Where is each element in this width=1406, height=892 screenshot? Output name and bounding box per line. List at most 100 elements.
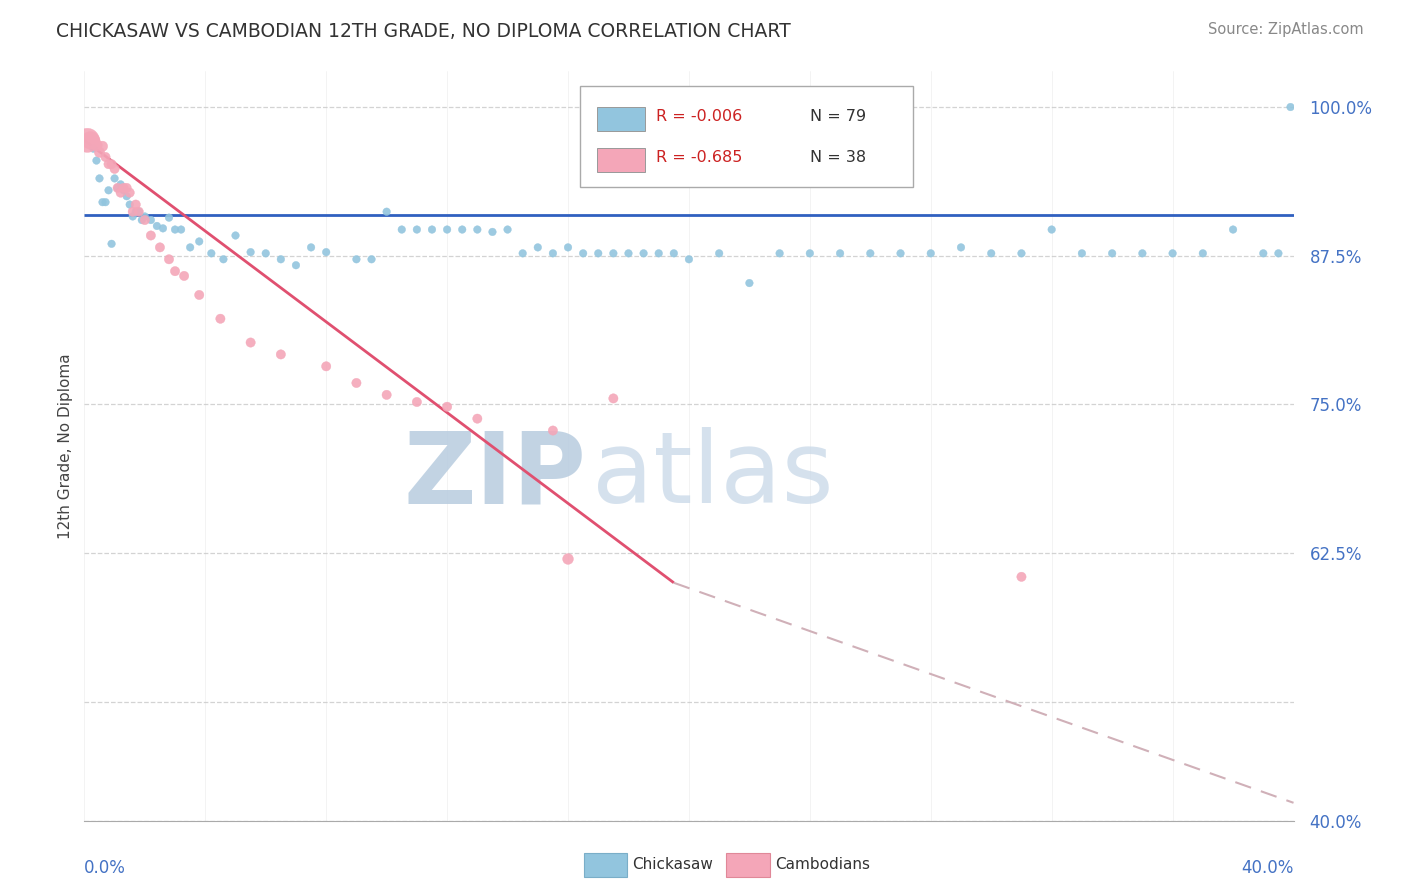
Point	[602, 246, 624, 260]
Point	[467, 411, 489, 425]
Point	[541, 424, 564, 438]
Point	[118, 186, 141, 200]
Point	[436, 222, 458, 236]
Point	[91, 139, 114, 153]
Point	[451, 222, 474, 236]
Point	[467, 222, 489, 236]
Point	[139, 228, 162, 243]
Point	[104, 161, 127, 176]
FancyBboxPatch shape	[583, 853, 627, 877]
Point	[97, 157, 120, 171]
Point	[134, 210, 156, 224]
Point	[481, 225, 503, 239]
Point	[125, 204, 148, 219]
Point	[209, 311, 232, 326]
FancyBboxPatch shape	[598, 107, 645, 131]
Point	[512, 246, 534, 260]
Point	[121, 204, 143, 219]
FancyBboxPatch shape	[727, 853, 770, 877]
Text: Source: ZipAtlas.com: Source: ZipAtlas.com	[1208, 22, 1364, 37]
Point	[496, 222, 519, 236]
Point	[79, 133, 101, 147]
Point	[110, 178, 132, 192]
Point	[602, 392, 624, 406]
Point	[648, 246, 671, 260]
Point	[107, 181, 129, 195]
Point	[112, 181, 135, 195]
Point	[1101, 246, 1123, 260]
Point	[110, 186, 132, 200]
Point	[89, 145, 111, 160]
Point	[1161, 246, 1184, 260]
Point	[100, 157, 122, 171]
Text: R = -0.685: R = -0.685	[657, 150, 742, 165]
Point	[315, 359, 337, 374]
Text: Chickasaw: Chickasaw	[633, 857, 713, 872]
Text: R = -0.006: R = -0.006	[657, 109, 742, 124]
FancyBboxPatch shape	[598, 147, 645, 171]
Point	[270, 347, 292, 361]
Point	[149, 240, 172, 254]
Point	[152, 221, 174, 235]
Point	[118, 197, 141, 211]
Point	[662, 246, 685, 260]
Point	[315, 245, 337, 260]
Point	[131, 213, 153, 227]
Point	[82, 142, 104, 156]
Point	[859, 246, 882, 260]
Point	[165, 222, 187, 236]
Point	[1253, 246, 1275, 260]
Point	[212, 252, 235, 267]
Point	[104, 171, 127, 186]
Point	[188, 288, 211, 302]
Point	[572, 246, 595, 260]
Point	[709, 246, 731, 260]
Text: CHICKASAW VS CAMBODIAN 12TH GRADE, NO DIPLOMA CORRELATION CHART: CHICKASAW VS CAMBODIAN 12TH GRADE, NO DI…	[56, 22, 792, 41]
Point	[588, 246, 610, 260]
Point	[146, 219, 169, 233]
Point	[633, 246, 655, 260]
Point	[541, 246, 564, 260]
Point	[1011, 570, 1033, 584]
Point	[436, 400, 458, 414]
Point	[830, 246, 852, 260]
Point	[89, 171, 111, 186]
Point	[920, 246, 942, 260]
Point	[420, 222, 443, 236]
Point	[97, 183, 120, 197]
Point	[950, 240, 973, 254]
Point	[1071, 246, 1094, 260]
Point	[82, 133, 104, 147]
Text: ZIP: ZIP	[404, 427, 586, 524]
Point	[179, 240, 201, 254]
Point	[112, 183, 135, 197]
Point	[128, 204, 150, 219]
Point	[115, 181, 138, 195]
Point	[375, 388, 398, 402]
Point	[890, 246, 912, 260]
Point	[139, 213, 162, 227]
Point	[107, 181, 129, 195]
Point	[346, 252, 368, 267]
Point	[346, 376, 368, 390]
Text: N = 79: N = 79	[810, 109, 866, 124]
Point	[738, 276, 761, 290]
Point	[128, 204, 150, 219]
Text: N = 38: N = 38	[810, 150, 866, 165]
Point	[239, 335, 262, 350]
Y-axis label: 12th Grade, No Diploma: 12th Grade, No Diploma	[58, 353, 73, 539]
Point	[391, 222, 413, 236]
Point	[254, 246, 277, 260]
Point	[360, 252, 382, 267]
Point	[239, 245, 262, 260]
Point	[1130, 246, 1153, 260]
Point	[678, 252, 700, 267]
Point	[165, 264, 187, 278]
Text: Cambodians: Cambodians	[775, 857, 870, 872]
Point	[200, 246, 222, 260]
Point	[94, 195, 117, 210]
Point	[76, 133, 98, 147]
Point	[157, 211, 180, 225]
Point	[375, 204, 398, 219]
Point	[285, 258, 308, 272]
